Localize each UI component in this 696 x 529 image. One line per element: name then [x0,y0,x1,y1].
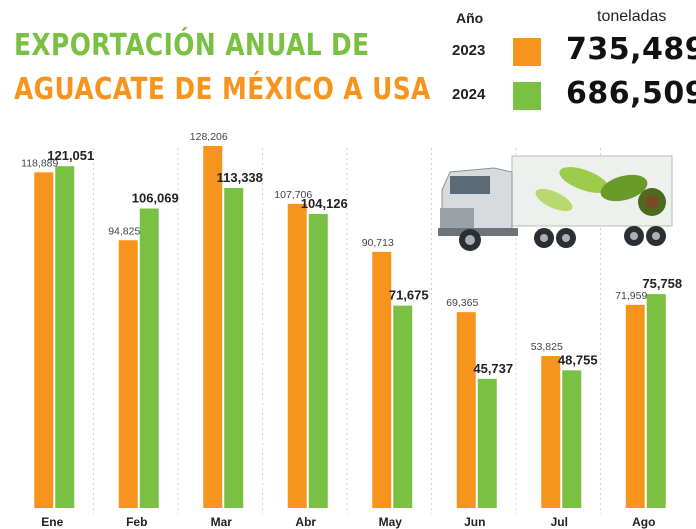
legend-swatch-2024 [513,82,541,110]
data-label-2024-mar: 113,338 [217,170,263,185]
data-label-2023-may: 90,713 [362,237,394,249]
bar-2024-mar [224,187,244,508]
data-label-2024-jul: 48,755 [558,352,598,367]
x-tick-label-may: May [379,515,403,529]
data-label-2023-ene: 118,889 [21,157,58,169]
x-tick-label-ago: Ago [632,515,655,529]
data-label-2024-jun: 45,737 [473,361,513,376]
legend-total-2023: 735,489 [566,32,696,67]
bar-2024-abr [308,213,328,508]
chart-title-line-2: AGUACATE DE MÉXICO A USA [14,72,431,107]
bar-2024-may [393,305,413,508]
legend-year-2024: 2024 [452,86,486,103]
x-tick-label-mar: Mar [211,515,233,529]
bar-2024-ene [55,166,75,509]
data-label-2024-ago: 75,758 [642,276,682,291]
x-tick-label-abr: Abr [295,515,316,529]
data-label-2024-ene: 121,051 [47,148,94,163]
data-label-2023-jul: 53,825 [531,341,563,353]
x-tick-label-feb: Feb [126,515,147,529]
bar-2023-ene [34,172,54,508]
bar-2023-feb [118,240,138,508]
bar-2023-may [372,251,392,509]
data-label-2023-jun: 69,365 [446,297,478,309]
data-label-2023-ago: 71,959 [615,290,647,302]
legend-year-2023: 2023 [452,42,486,59]
legend-units-header: toneladas [597,8,667,25]
data-label-2023-mar: 128,206 [190,131,228,143]
bar-2023-mar [203,146,223,508]
bar-2024-ago [646,294,666,508]
x-tick-label-ene: Ene [41,515,63,529]
truck-illustration [438,155,673,251]
x-tick-label-jun: Jun [464,515,485,529]
data-label-2024-feb: 106,069 [132,191,179,206]
bar-2024-feb [139,208,159,508]
bar-2023-ago [625,304,645,508]
bar-2023-jun [456,312,476,508]
x-tick-label-jul: Jul [551,515,568,529]
bar-2024-jun [477,378,497,508]
bar-2023-jul [541,356,561,508]
data-label-2024-may: 71,675 [389,288,429,303]
bar-2024-jul [562,370,582,508]
legend-year-header: Año [456,10,484,26]
bar-2023-abr [287,203,307,508]
legend-total-2024: 686,509 [566,76,696,111]
data-label-2024-abr: 104,126 [301,196,348,211]
data-label-2023-feb: 94,825 [108,225,140,237]
legend-swatch-2023 [513,38,541,66]
data-label-2023-abr: 107,706 [274,189,312,201]
chart-title-line-1: EXPORTACIÓN ANUAL DE [14,28,370,63]
